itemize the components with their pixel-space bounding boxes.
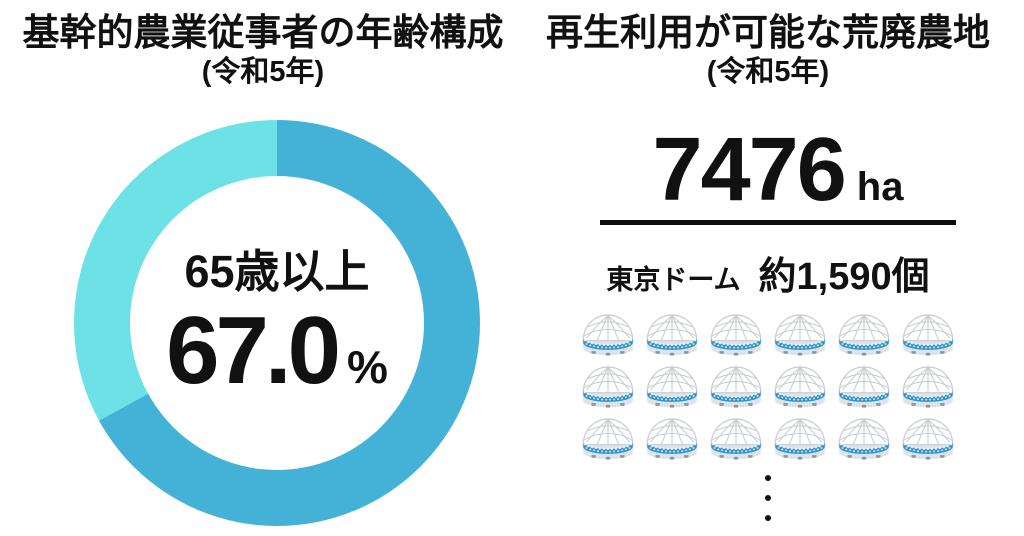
donut-center-label: 65歳以上: [184, 246, 370, 298]
ellipsis-dot: [765, 474, 771, 481]
area-unit: ha: [856, 165, 904, 210]
donut-center: 65歳以上 67.0 %: [130, 176, 424, 470]
tokyo-dome-icon: [582, 366, 634, 408]
ellipsis-dot: [765, 514, 771, 521]
tokyo-dome-icon: [774, 418, 826, 460]
comparison-count: 約1,590個: [758, 255, 930, 298]
right-chart-title: 再生利用が可能な荒廃農地: [546, 12, 990, 53]
left-chart-title: 基幹的農業従事者の年齢構成: [22, 12, 504, 53]
tokyo-dome-icon: [774, 314, 826, 356]
comparison-label: 東京ドーム: [606, 264, 741, 295]
tokyo-dome-icon: [838, 366, 890, 408]
tokyo-dome-icon: [646, 314, 698, 356]
tokyo-dome-icon: [582, 418, 634, 460]
area-value: 7476: [652, 120, 847, 221]
left-chart-subtitle: (令和5年): [201, 55, 325, 88]
tokyo-dome-icon: [902, 418, 954, 460]
tokyo-dome-icon: [710, 418, 762, 460]
tokyo-dome-icon: [710, 366, 762, 408]
dome-grid: [580, 312, 956, 463]
donut-center-unit: %: [346, 340, 388, 393]
ellipsis-dot: [765, 494, 771, 501]
right-chart-subtitle: (令和5年): [706, 55, 830, 88]
tokyo-dome-icon: [774, 366, 826, 408]
farmland-panel: 再生利用が可能な荒廃農地 (令和5年) 7476 ha 東京ドーム 約1,590…: [512, 0, 1024, 536]
age-composition-chart-panel: 基幹的農業従事者の年齢構成 (令和5年) 65歳以上 67.0 %: [22, 12, 504, 526]
tokyo-dome-icon: [582, 314, 634, 356]
tokyo-dome-comparison: 東京ドーム 約1,590個: [512, 245, 1024, 300]
tokyo-dome-icon: [646, 418, 698, 460]
ellipsis-dots: [512, 474, 1024, 521]
donut-ring: 65歳以上 67.0 %: [74, 120, 480, 526]
donut-center-value-row: 67.0 %: [166, 296, 388, 404]
tokyo-dome-icon: [902, 366, 954, 408]
area-value-block: 7476 ha: [600, 120, 956, 225]
tokyo-dome-icon: [902, 314, 954, 356]
tokyo-dome-icon: [838, 314, 890, 356]
tokyo-dome-icon: [838, 418, 890, 460]
tokyo-dome-icon: [646, 366, 698, 408]
tokyo-dome-icon: [710, 314, 762, 356]
donut-center-value: 67.0: [166, 296, 341, 404]
